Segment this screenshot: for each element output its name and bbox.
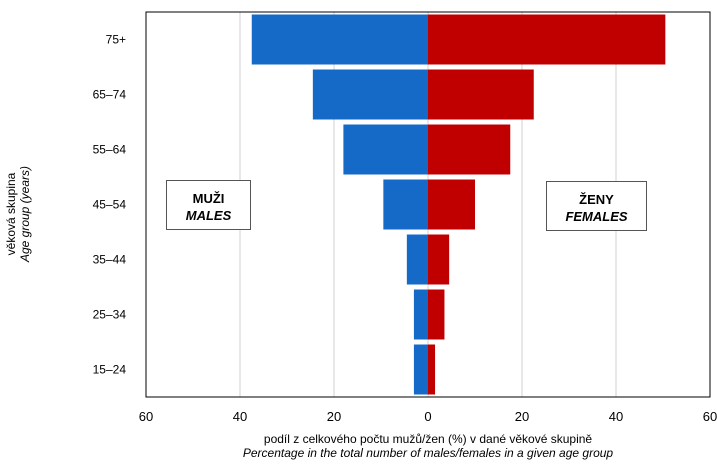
y-tick-label-5: 25–34 <box>93 308 127 322</box>
bar-males-0 <box>251 14 428 65</box>
bars <box>251 14 666 395</box>
y-axis-label-cz: věková skupina <box>4 172 18 256</box>
bar-males-3 <box>383 179 428 230</box>
bar-males-5 <box>413 289 428 340</box>
bar-females-6 <box>428 344 436 395</box>
y-tick-label-4: 35–44 <box>93 253 127 267</box>
y-tick-label-3: 45–54 <box>93 198 127 212</box>
bar-females-4 <box>428 234 450 285</box>
x-axis-label: podíl z celkového počtu mužů/žen (%) v d… <box>146 432 710 460</box>
legend-males-cz: MUŽI <box>192 191 225 206</box>
legend-females-cz: ŽENY <box>579 192 614 207</box>
bar-females-0 <box>428 14 666 65</box>
x-tick-label-6: 60 <box>703 409 717 424</box>
legend-males: MUŽI MALES <box>166 180 251 230</box>
y-tick-labels: 75+ 65–74 55–64 45–54 35–44 25–34 15–24 <box>93 33 127 377</box>
bar-males-6 <box>413 344 428 395</box>
bar-females-3 <box>428 179 475 230</box>
legend-females-en: FEMALES <box>565 209 628 224</box>
y-axis-label: věková skupina Age group (years) <box>4 124 32 304</box>
x-tick-labels: 60 40 20 0 20 40 60 <box>139 409 717 424</box>
legend-females: ŽENY FEMALES <box>546 181 647 231</box>
y-axis-label-en: Age group (years) <box>18 165 32 263</box>
bar-males-4 <box>406 234 428 285</box>
y-tick-label-6: 15–24 <box>93 363 127 377</box>
bar-females-1 <box>428 69 534 120</box>
x-tick-label-0: 60 <box>139 409 153 424</box>
x-axis-label-en: Percentage in the total number of males/… <box>242 446 614 460</box>
bar-males-1 <box>312 69 428 120</box>
bar-females-2 <box>428 124 511 175</box>
x-tick-label-4: 20 <box>515 409 529 424</box>
bar-males-2 <box>343 124 428 175</box>
y-tick-label-2: 55–64 <box>93 143 127 157</box>
x-tick-label-5: 40 <box>609 409 623 424</box>
y-tick-label-0: 75+ <box>106 33 126 47</box>
x-tick-label-1: 40 <box>233 409 247 424</box>
plot-area-frame <box>145 11 711 398</box>
bar-females-5 <box>428 289 445 340</box>
x-axis-label-cz: podíl z celkového počtu mužů/žen (%) v d… <box>263 432 593 446</box>
x-tick-label-3: 0 <box>424 409 431 424</box>
legend-males-en: MALES <box>185 208 232 223</box>
x-tick-label-2: 20 <box>327 409 341 424</box>
y-tick-label-1: 65–74 <box>93 88 127 102</box>
